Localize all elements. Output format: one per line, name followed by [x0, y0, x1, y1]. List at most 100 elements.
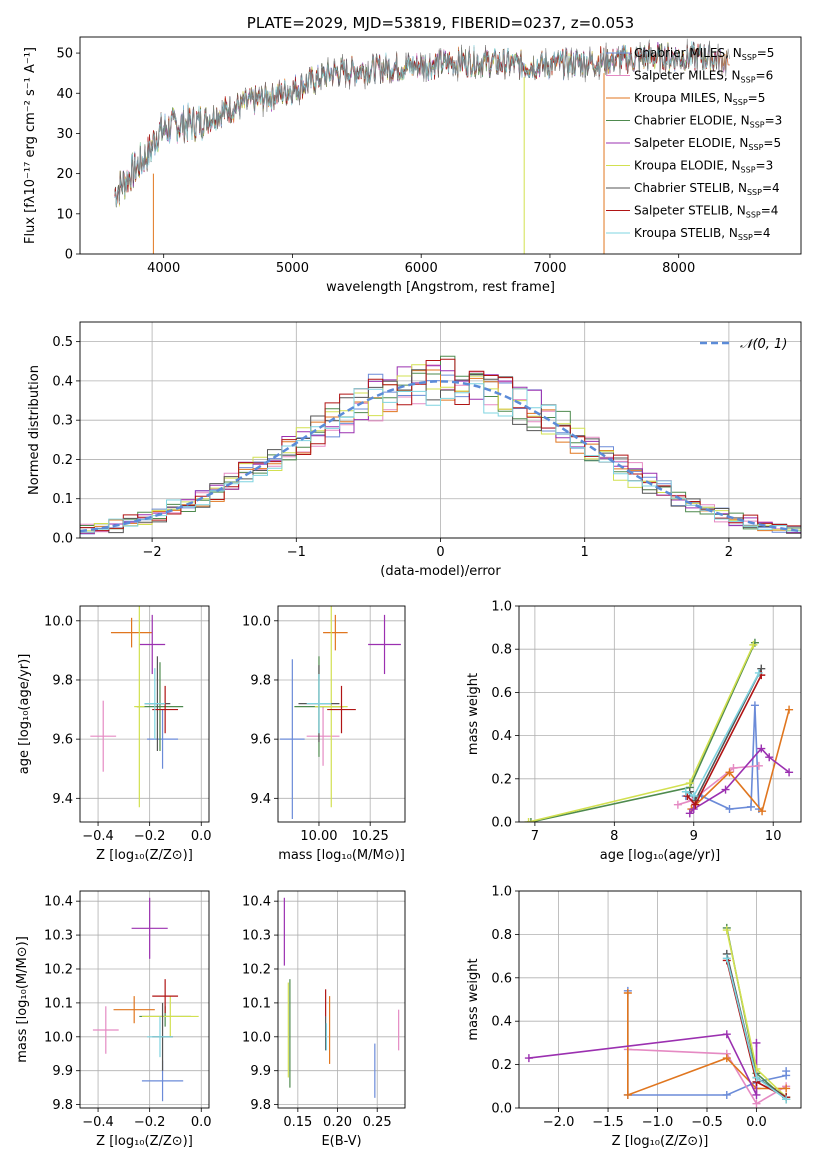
legend-entry: Kroupa ELODIE, NSSP=3 [634, 159, 773, 175]
mass-weight-point [752, 1073, 761, 1082]
mass-weight-point [722, 926, 731, 935]
x-tick-label: −0.4 [82, 1115, 114, 1130]
y-tick-label: 1.0 [491, 885, 512, 900]
y-tick-label: 0.2 [491, 1058, 512, 1073]
y-tick-label: 0.2 [52, 453, 73, 468]
mass-weight-point [785, 705, 794, 714]
mass_vs_Z-panel: −0.4 −0.2 0.0 9.8 9.9 10.0 10.1 10.2 10.3 10.4 Z [… [15, 890, 212, 1149]
y-tick-label: 0.5 [52, 335, 73, 350]
x-tick-label: 7 [531, 829, 539, 844]
mass-weight-point [623, 988, 632, 997]
spectrum-legend: Chabrier MILES, NSSP=5 Salpeter MILES, NS… [606, 46, 782, 242]
mass-weight-point [526, 818, 535, 822]
mass-weight-point [689, 792, 698, 801]
y-tick-label: 20 [56, 167, 73, 182]
x-tick-label: −0.5 [691, 1115, 723, 1130]
x-tick-label: 0.25 [363, 1115, 392, 1130]
y-tick-label: 9.8 [52, 673, 73, 688]
mass-weight-point [673, 800, 682, 809]
mass-weight-point [782, 1095, 791, 1104]
mass-weight-point [524, 818, 533, 822]
mass-weight-point [623, 1090, 632, 1099]
y-tick-label: 30 [56, 127, 73, 142]
y-tick-label: 10.0 [242, 614, 271, 629]
x-tick-label: −0.4 [82, 829, 114, 844]
y-tick-label: 0.6 [491, 971, 512, 986]
x-axis-label: (data-model)/error [380, 564, 501, 579]
axes-frame [518, 890, 802, 1109]
y-tick-label: 10.3 [44, 929, 73, 944]
x-tick-label: 2 [725, 545, 733, 560]
mass-weight-point [725, 805, 734, 814]
axes-frame [79, 36, 802, 255]
axes-frame [277, 605, 406, 823]
age_vs_mass-panel: 10.00 10.25 9.4 9.6 9.8 10.0 mass [log₁₀(M/M⊙)… [242, 605, 406, 863]
residuals-panel: −2 −1 0 1 2 0.0 0.1 0.2 0.3 0.4 0.5 (data-model)/er… [27, 321, 802, 579]
y-tick-label: 0.4 [491, 1015, 512, 1030]
x-axis-label: Z [log₁₀(Z/Z⊙)] [96, 1134, 193, 1149]
axes-frame [79, 605, 210, 823]
x-tick-label: 0 [436, 545, 444, 560]
legend-entry: Chabrier STELIB, NSSP=4 [634, 181, 780, 197]
y-tick-label: 0 [65, 248, 73, 263]
chart-title: PLATE=2029, MJD=53819, FIBERID=0237, z=0… [247, 14, 634, 32]
spectrum-panel: 4000 5000 6000 7000 8000 0 10 20 30 40 50 PLATE=202… [23, 14, 802, 295]
y-tick-label: 1.0 [491, 600, 512, 615]
x-tick-label: 9 [690, 829, 698, 844]
mass-weight-point [746, 802, 755, 811]
x-tick-label: 0.0 [746, 1115, 767, 1130]
y-tick-label: 9.8 [250, 1098, 271, 1113]
y-tick-label: 10.2 [242, 962, 271, 977]
age_vs_Z-panel: −0.4 −0.2 0.0 9.4 9.6 9.8 10.0 Z [log₁₀(Z/Z⊙)] a… [17, 605, 212, 863]
mass-weight-point [757, 744, 766, 753]
x-axis-label: E(B-V) [321, 1134, 361, 1149]
legend-entry: Chabrier ELODIE, NSSP=3 [634, 114, 782, 130]
mass-weight-point [689, 805, 698, 814]
y-tick-label: 10.0 [242, 1030, 271, 1045]
mw_vs_age-panel: 7 8 9 10 0.0 0.2 0.4 0.6 0.8 1.0 age [log₁₀(age/yr… [466, 600, 802, 863]
x-tick-label: 5000 [276, 261, 309, 276]
y-tick-label: 9.6 [250, 733, 271, 748]
y-axis-label: mass weight [466, 673, 481, 755]
x-tick-label: 0.0 [191, 829, 212, 844]
legend-entry: Salpeter STELIB, NSSP=4 [634, 204, 778, 220]
y-tick-label: 10.4 [242, 895, 271, 910]
x-axis-label: wavelength [Angstrom, rest frame] [326, 280, 555, 295]
mass-weight-point [722, 1090, 731, 1099]
x-tick-label: −2.0 [543, 1115, 575, 1130]
x-tick-label: 7000 [533, 261, 566, 276]
mass-weight-point [782, 1084, 791, 1093]
y-axis-label: mass weight [466, 958, 481, 1040]
mass-weight-point [524, 1054, 533, 1063]
y-tick-label: 9.9 [250, 1064, 271, 1079]
mass-weight-point [729, 764, 738, 772]
y-tick-label: 10.1 [44, 996, 73, 1011]
axes-frame [518, 605, 802, 823]
y-tick-label: 0.0 [491, 1102, 512, 1117]
y-axis-label: mass [log₁₀(M/M⊙)] [15, 936, 30, 1063]
mass-weight-point [765, 753, 774, 762]
x-tick-label: 1 [581, 545, 589, 560]
mass-weight-point [685, 779, 694, 788]
mw_vs_Z-panel: −2.0 −1.5 −1.0 −0.5 0.0 0.0 0.2 0.4 0.6 0.8 1.0 Z [… [466, 885, 802, 1149]
x-tick-label: −1.5 [592, 1115, 624, 1130]
y-tick-label: 0.8 [491, 643, 512, 658]
y-tick-label: 9.8 [250, 673, 271, 688]
legend-entry: Kroupa STELIB, NSSP=4 [634, 226, 771, 242]
x-tick-label: 0.20 [323, 1115, 352, 1130]
histogram-chabrier-stelib [80, 369, 801, 534]
legend-entry: Salpeter ELODIE, NSSP=5 [634, 136, 781, 152]
y-tick-label: 10 [56, 207, 73, 222]
mass-weight-point [722, 1030, 731, 1039]
mass-weight-line [528, 644, 755, 822]
y-tick-label: 0.0 [52, 532, 73, 547]
y-tick-label: 10.2 [44, 962, 73, 977]
y-tick-label: 0.3 [52, 414, 73, 429]
mass-weight-point [752, 1090, 761, 1099]
y-tick-label: 0.6 [491, 686, 512, 701]
x-tick-label: 4000 [147, 261, 180, 276]
x-tick-label: 10 [765, 829, 782, 844]
y-tick-label: 9.4 [250, 792, 271, 807]
